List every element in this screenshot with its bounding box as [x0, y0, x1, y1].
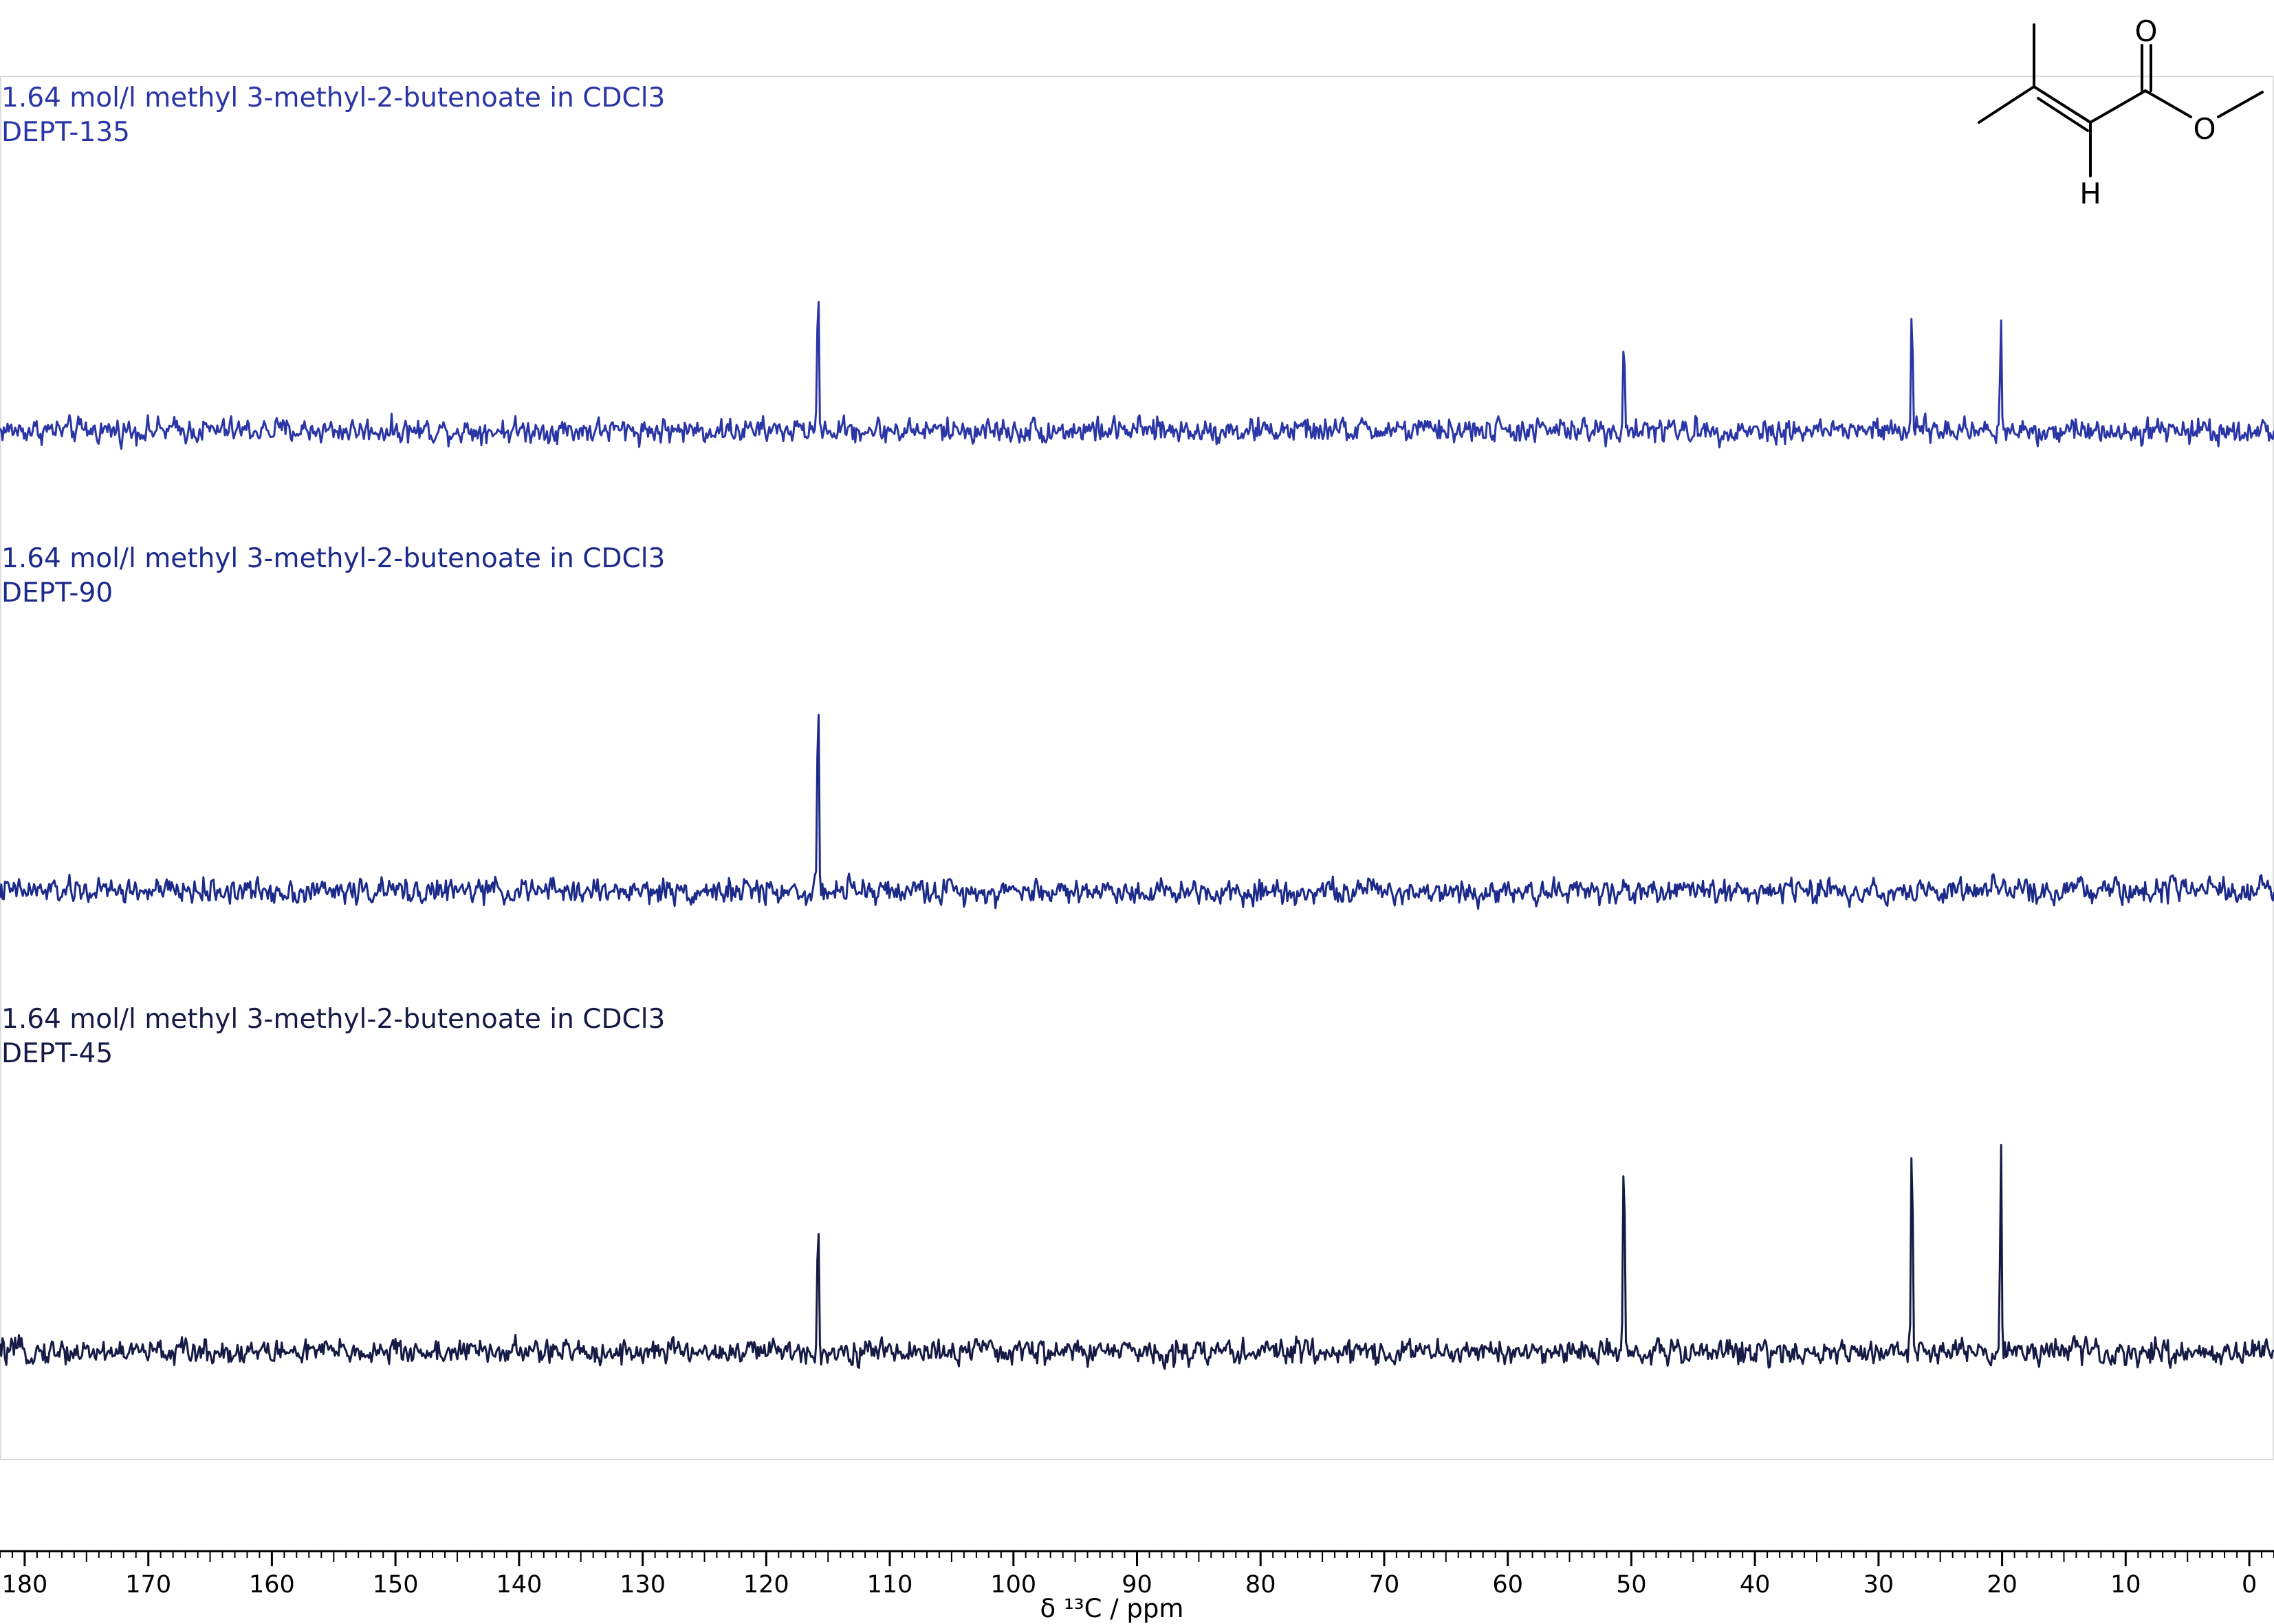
x-tick-label: 130	[620, 1571, 666, 1599]
x-tick-label: 120	[743, 1571, 789, 1599]
bond-c-o-single	[2144, 89, 2192, 118]
atom-vinyl-hydrogen: H	[2079, 177, 2101, 210]
spectrum-label-dept-90: 1.64 mol/l methyl 3-methyl-2-butenoate i…	[1, 543, 665, 608]
x-tick-label: 90	[1122, 1571, 1152, 1599]
x-tick-label: 70	[1369, 1571, 1400, 1599]
spectrum-title-dept-90: 1.64 mol/l methyl 3-methyl-2-butenoate i…	[1, 543, 665, 574]
atom-ester-oxygen: O	[2193, 112, 2216, 146]
x-axis-ticks	[0, 1551, 2274, 1566]
atom-carbonyl-oxygen: O	[2134, 14, 2157, 48]
x-tick-label: 160	[249, 1571, 295, 1599]
bond-to-carbonyl	[2089, 89, 2147, 124]
spectrum-subtitle-dept-135: DEPT-135	[1, 117, 130, 148]
x-tick-label: 180	[1, 1571, 47, 1599]
bond-o-methyl	[2217, 91, 2264, 118]
x-tick-label: 20	[1987, 1571, 2018, 1599]
x-tick-label: 150	[373, 1571, 419, 1599]
bond-c-c-double	[2033, 85, 2092, 124]
x-tick-label: 30	[1863, 1571, 1894, 1599]
spectrum-trace-dept-135	[0, 300, 2274, 450]
x-axis-title: δ ¹³C / ppm	[1040, 1594, 1184, 1623]
spectrum-title-dept-135: 1.64 mol/l methyl 3-methyl-2-butenoate i…	[1, 83, 665, 113]
bond-methyl-left	[1978, 85, 2035, 124]
molecule-structure	[1978, 23, 2264, 177]
spectrum-label-dept-135: 1.64 mol/l methyl 3-methyl-2-butenoate i…	[1, 83, 665, 148]
x-tick-label: 0	[2242, 1571, 2257, 1599]
x-axis: 180 170 160 150 140 130 120 110 100 90 80 70 60 50 40 3…	[0, 1550, 2274, 1623]
x-tick-label: 100	[990, 1571, 1036, 1599]
spectrum-trace-dept-45	[0, 1143, 2274, 1370]
spectrum-title-dept-45: 1.64 mol/l methyl 3-methyl-2-butenoate i…	[1, 1004, 665, 1035]
x-tick-label: 80	[1245, 1571, 1276, 1599]
spectrum-subtitle-dept-90: DEPT-90	[1, 578, 113, 608]
bond-c-c-double-inner	[2037, 97, 2089, 132]
spectrum-subtitle-dept-45: DEPT-45	[1, 1038, 113, 1069]
plot-frame	[0, 76, 2274, 1460]
x-tick-label: 50	[1616, 1571, 1647, 1599]
spectrum-label-dept-45: 1.64 mol/l methyl 3-methyl-2-butenoate i…	[1, 1004, 665, 1069]
x-tick-label: 40	[1740, 1571, 1771, 1599]
x-tick-label: 140	[496, 1571, 542, 1599]
x-axis-tick-labels: 180 170 160 150 140 130 120 110 100 90 80 70 60 50 40 3…	[1, 1571, 2257, 1599]
x-tick-label: 170	[125, 1571, 171, 1599]
x-tick-label: 10	[2110, 1571, 2141, 1599]
x-tick-label: 110	[867, 1571, 913, 1599]
spectrum-trace-dept-90	[0, 714, 2274, 910]
x-tick-label: 60	[1492, 1571, 1523, 1599]
spectra-layer	[0, 300, 2274, 1370]
